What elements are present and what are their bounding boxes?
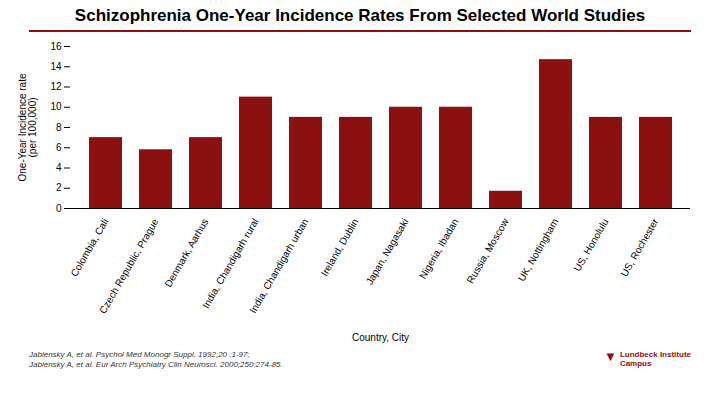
svg-text:One-Year Incidence rate(per 10: One-Year Incidence rate(per 100,000) — [17, 73, 38, 181]
svg-text:US, Rochester: US, Rochester — [618, 216, 660, 278]
svg-text:Japan, Nagasaki: Japan, Nagasaki — [364, 217, 411, 287]
svg-text:16: 16 — [50, 41, 62, 52]
svg-text:2: 2 — [56, 182, 62, 193]
svg-text:6: 6 — [56, 142, 62, 153]
svg-text:Country, City: Country, City — [352, 332, 409, 343]
html-text:Schizophrenia One-Year Inciden: Schizophrenia One-Year Incidence Rates F… — [74, 6, 646, 25]
svg-text:0: 0 — [56, 203, 62, 214]
svg-text:Ireland, Dublin: Ireland, Dublin — [319, 217, 361, 278]
svg-text:UK, Nottingham: UK, Nottingham — [516, 217, 561, 284]
svg-text:12: 12 — [50, 81, 62, 92]
html-text:▼ Lundbeck Institute Campus: ▼ Lundbeck Institute Campus — [604, 349, 691, 368]
svg-text:10: 10 — [50, 101, 62, 112]
svg-text:8: 8 — [56, 122, 62, 133]
svg-text:Russia, Moscow: Russia, Moscow — [465, 216, 511, 285]
svg-text:Czech Republic, Prague: Czech Republic, Prague — [97, 216, 161, 315]
svg-text:4: 4 — [56, 162, 62, 173]
svg-text:India, Chandigarh rural: India, Chandigarh rural — [200, 217, 260, 311]
html-text:Jablensky A, et al. Eur Arch P: Jablensky A, et al. Eur Arch Psychiatry … — [29, 360, 283, 370]
svg-text:Colombia, Cali: Colombia, Cali — [68, 217, 110, 279]
svg-text:Denmark, Aarhus: Denmark, Aarhus — [162, 217, 210, 289]
svg-text:India, Chandigarh urban: India, Chandigarh urban — [247, 217, 310, 315]
html-text:Jablensky A, et al. Psychol Me: Jablensky A, et al. Psychol Med Monogr S… — [29, 350, 250, 359]
svg-text:14: 14 — [50, 61, 62, 72]
svg-text:Nigeria, Ibadan: Nigeria, Ibadan — [417, 217, 460, 281]
svg-text:US, Honolulu: US, Honolulu — [572, 217, 611, 274]
